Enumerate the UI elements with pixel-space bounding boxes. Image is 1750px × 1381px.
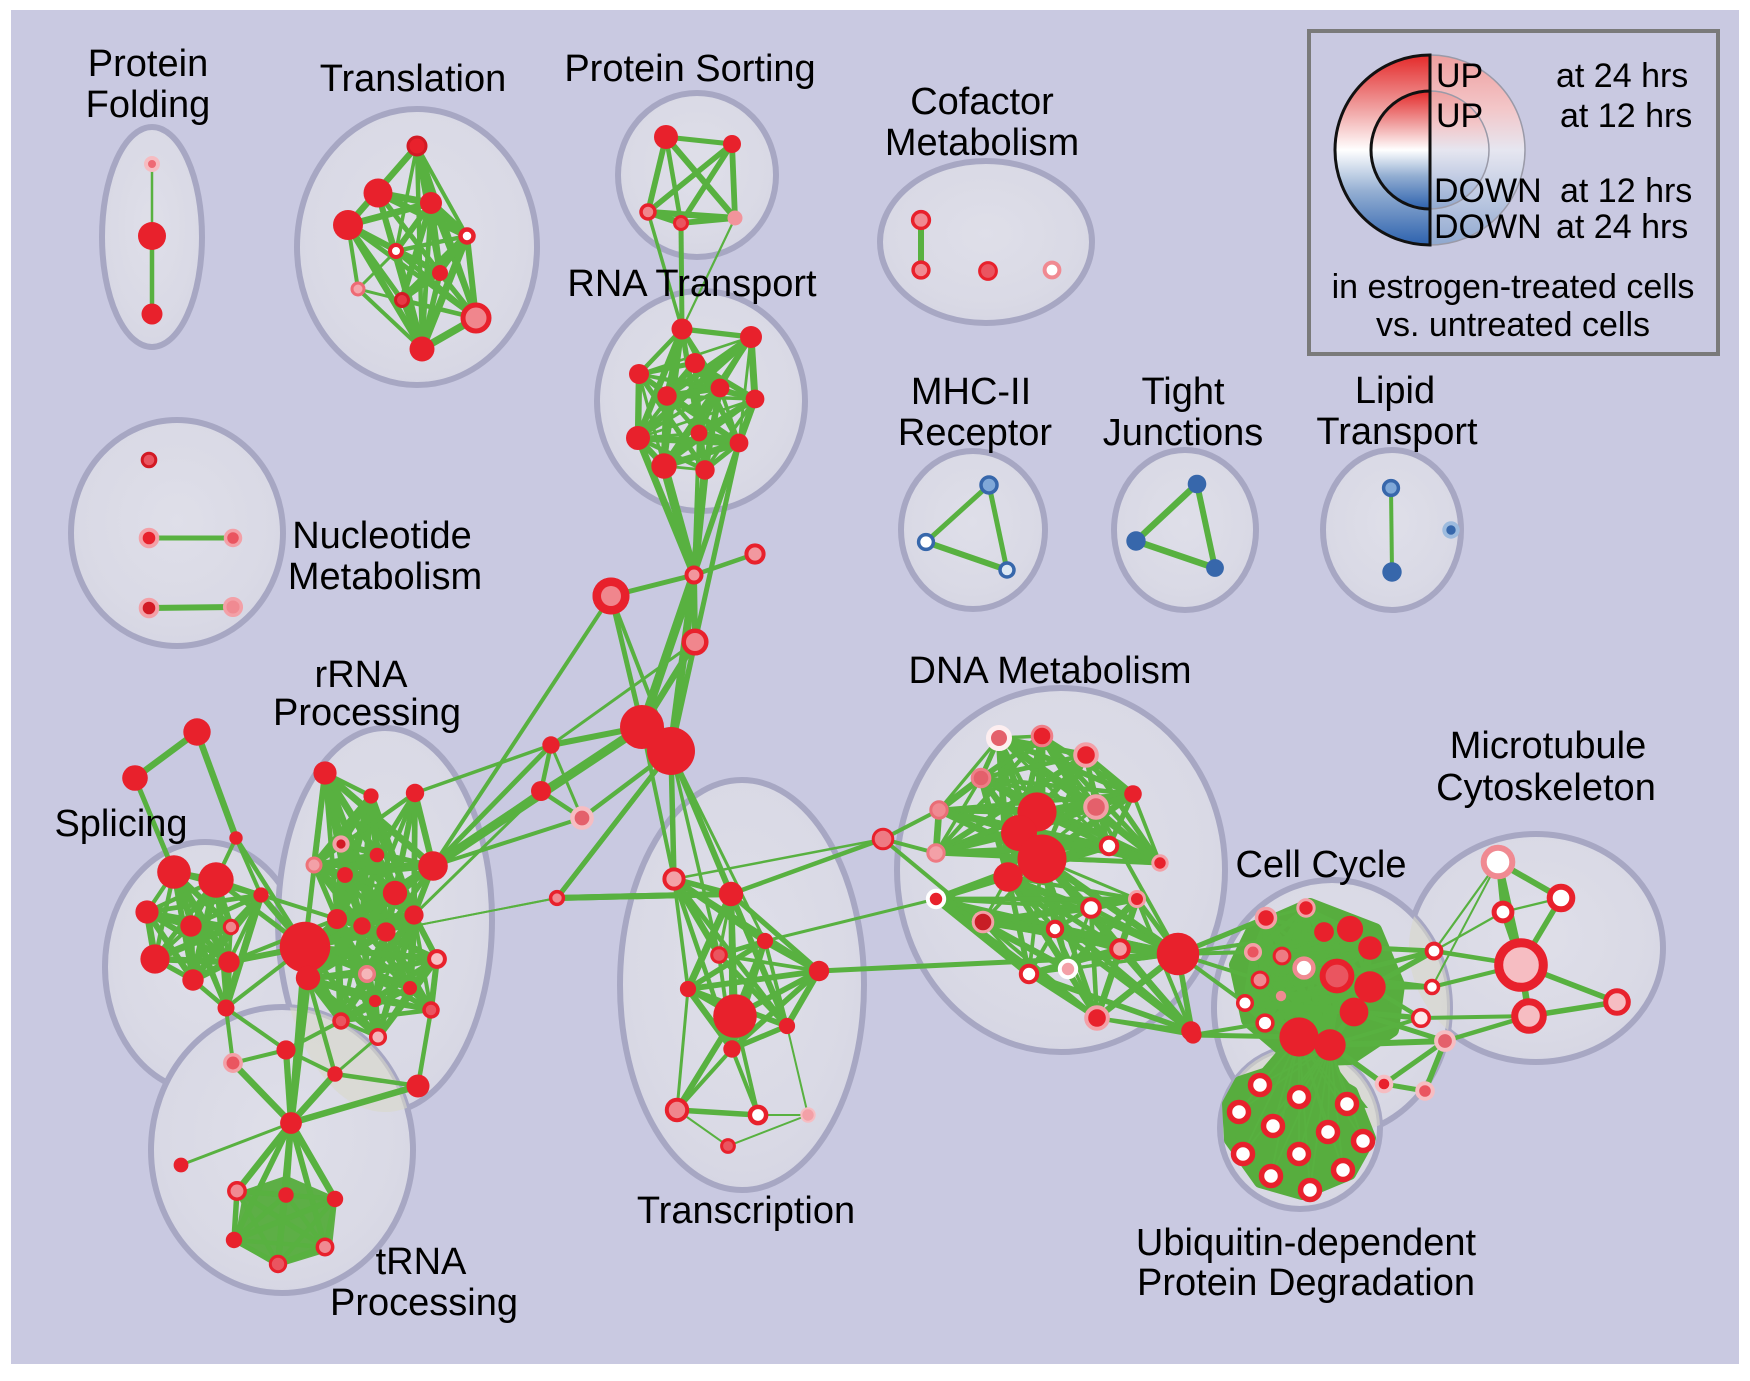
svg-text:DNA Metabolism: DNA Metabolism (909, 650, 1192, 692)
svg-text:rRNA: rRNA (315, 654, 409, 696)
svg-text:vs. untreated cells: vs. untreated cells (1376, 306, 1650, 344)
svg-text:tRNA: tRNA (376, 1241, 467, 1283)
svg-text:Cytoskeleton: Cytoskeleton (1436, 767, 1656, 809)
svg-text:MHC-II: MHC-II (911, 371, 1031, 413)
svg-text:RNA Transport: RNA Transport (567, 263, 817, 305)
svg-text:Metabolism: Metabolism (288, 556, 482, 598)
svg-text:Nucleotide: Nucleotide (292, 515, 472, 557)
svg-text:Cofactor: Cofactor (910, 81, 1054, 123)
svg-text:Folding: Folding (86, 84, 211, 126)
svg-text:at 24 hrs: at 24 hrs (1556, 208, 1688, 246)
svg-text:Receptor: Receptor (898, 412, 1053, 454)
svg-text:Protein Degradation: Protein Degradation (1137, 1262, 1475, 1304)
svg-text:Ubiquitin-dependent: Ubiquitin-dependent (1136, 1222, 1477, 1264)
svg-text:Lipid: Lipid (1355, 370, 1435, 412)
svg-text:at 12 hrs: at 12 hrs (1560, 97, 1692, 135)
svg-text:Junctions: Junctions (1103, 412, 1264, 454)
svg-text:Transcription: Transcription (637, 1190, 855, 1232)
svg-text:Cell Cycle: Cell Cycle (1235, 844, 1406, 886)
svg-text:Translation: Translation (320, 58, 507, 100)
svg-text:Protein Sorting: Protein Sorting (564, 48, 815, 90)
svg-text:DOWN: DOWN (1434, 208, 1542, 246)
svg-text:UP: UP (1436, 97, 1483, 135)
svg-text:Processing: Processing (330, 1282, 518, 1324)
svg-text:Processing: Processing (273, 692, 461, 734)
svg-text:UP: UP (1436, 57, 1483, 95)
svg-text:at 24 hrs: at 24 hrs (1556, 57, 1688, 95)
svg-text:at 12 hrs: at 12 hrs (1560, 172, 1692, 210)
svg-text:DOWN: DOWN (1434, 172, 1542, 210)
svg-text:Splicing: Splicing (54, 803, 187, 845)
svg-text:Tight: Tight (1141, 371, 1225, 413)
svg-text:in estrogen-treated cells: in estrogen-treated cells (1332, 268, 1695, 306)
svg-text:Protein: Protein (88, 43, 208, 85)
svg-text:Metabolism: Metabolism (885, 122, 1079, 164)
svg-text:Microtubule: Microtubule (1450, 725, 1646, 767)
svg-text:Transport: Transport (1316, 411, 1478, 453)
